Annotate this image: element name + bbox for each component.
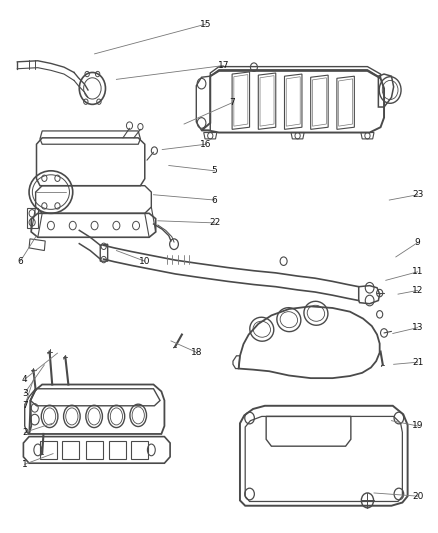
Text: 7: 7 [22,401,28,410]
Text: 1: 1 [22,460,28,469]
Text: 6: 6 [212,196,218,205]
Text: 10: 10 [139,257,151,265]
Text: 6: 6 [18,257,23,265]
Text: 15: 15 [200,20,212,29]
Text: 19: 19 [412,422,424,431]
Text: 9: 9 [415,238,420,247]
Text: 20: 20 [412,491,424,500]
Text: 7: 7 [229,98,235,107]
Text: 22: 22 [209,219,220,228]
Text: 2: 2 [22,428,28,437]
Text: 23: 23 [412,190,424,199]
Text: 16: 16 [200,140,212,149]
Text: 11: 11 [412,268,424,276]
Text: 3: 3 [22,389,28,398]
Text: 18: 18 [191,348,203,357]
Text: 17: 17 [218,61,229,70]
Text: 12: 12 [412,286,424,295]
Text: 5: 5 [212,166,218,175]
Text: 4: 4 [22,375,28,384]
Text: 21: 21 [412,358,424,367]
Text: 13: 13 [412,323,424,332]
